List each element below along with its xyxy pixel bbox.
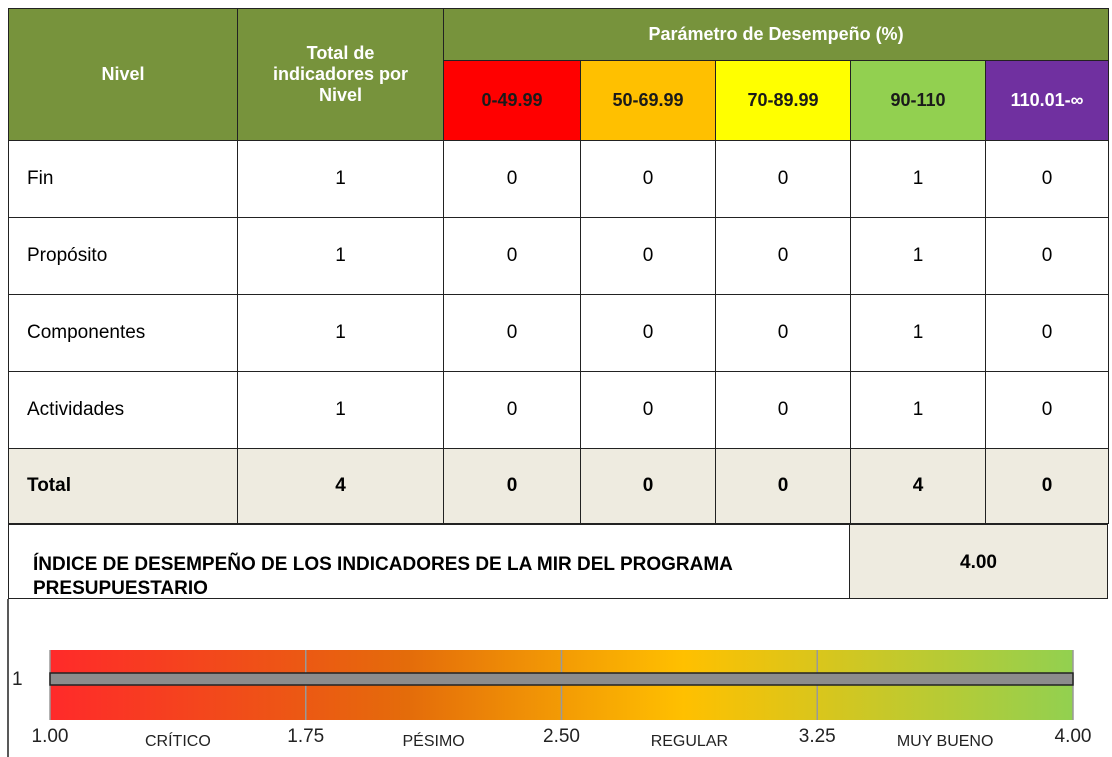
cell: 0: [984, 371, 1110, 449]
x-tick-label: 2.50: [543, 726, 580, 747]
cell: 4: [850, 448, 986, 524]
cell: 0: [580, 294, 716, 372]
cell: 0: [715, 448, 851, 524]
zone-label: CRÍTICO: [145, 731, 211, 750]
range-header: 90-110: [850, 60, 986, 141]
cell: 0: [984, 140, 1110, 218]
zone-label: MUY BUENO: [897, 733, 994, 750]
cell: 1: [850, 217, 986, 295]
bar: [49, 672, 1074, 686]
row-label: Propósito: [8, 217, 238, 295]
zone-label: REGULAR: [651, 733, 728, 750]
range-header: 50-69.99: [580, 60, 716, 141]
cell: 0: [443, 217, 581, 295]
cell: 0: [443, 448, 581, 524]
y-category-label: 1: [12, 669, 23, 690]
table-row: Total 4 0 0 0 4 0: [8, 448, 1110, 524]
cell: 1: [850, 140, 986, 218]
cell: 0: [984, 448, 1110, 524]
cell: 0: [580, 140, 716, 218]
header-nivel: Nivel: [8, 8, 238, 141]
x-tick-label: 3.25: [799, 726, 836, 747]
cell: 1: [850, 294, 986, 372]
cell: 0: [443, 140, 581, 218]
index-label: ÍNDICE DE DESEMPEÑO DE LOS INDICADORES D…: [8, 524, 850, 599]
cell: 0: [580, 371, 716, 449]
range-header: 70-89.99: [715, 60, 851, 141]
cell: 0: [443, 371, 581, 449]
x-tick-label: 4.00: [1055, 726, 1092, 747]
range-header: 0-49.99: [443, 60, 581, 141]
header-parametro: Parámetro de Desempeño (%): [442, 8, 1110, 61]
cell: 0: [715, 371, 851, 449]
cell: 0: [984, 217, 1110, 295]
table-row: Fin 1 0 0 0 1 0: [8, 140, 1110, 218]
x-tick-label: 1.00: [32, 726, 69, 747]
table-row: Componentes 1 0 0 0 1 0: [8, 294, 1110, 372]
cell: 1: [237, 294, 444, 372]
zone-label: PÉSIMO: [403, 731, 465, 750]
cell: 1: [237, 140, 444, 218]
cell: 0: [580, 448, 716, 524]
indicator-table: Nivel Total de indicadores por Nivel Par…: [8, 8, 1110, 524]
x-tick-label: 1.75: [287, 726, 324, 747]
cell: 0: [580, 217, 716, 295]
index-value: 4.00: [850, 524, 1108, 599]
cell: 0: [984, 294, 1110, 372]
cell: 1: [237, 217, 444, 295]
table-row: Propósito 1 0 0 0 1 0: [8, 217, 1110, 295]
cell: 1: [850, 371, 986, 449]
cell: 0: [715, 294, 851, 372]
cell: 4: [237, 448, 444, 524]
row-label: Fin: [8, 140, 238, 218]
row-label: Componentes: [8, 294, 238, 372]
cell: 0: [715, 217, 851, 295]
table-row: Actividades 1 0 0 0 1 0: [8, 371, 1110, 449]
